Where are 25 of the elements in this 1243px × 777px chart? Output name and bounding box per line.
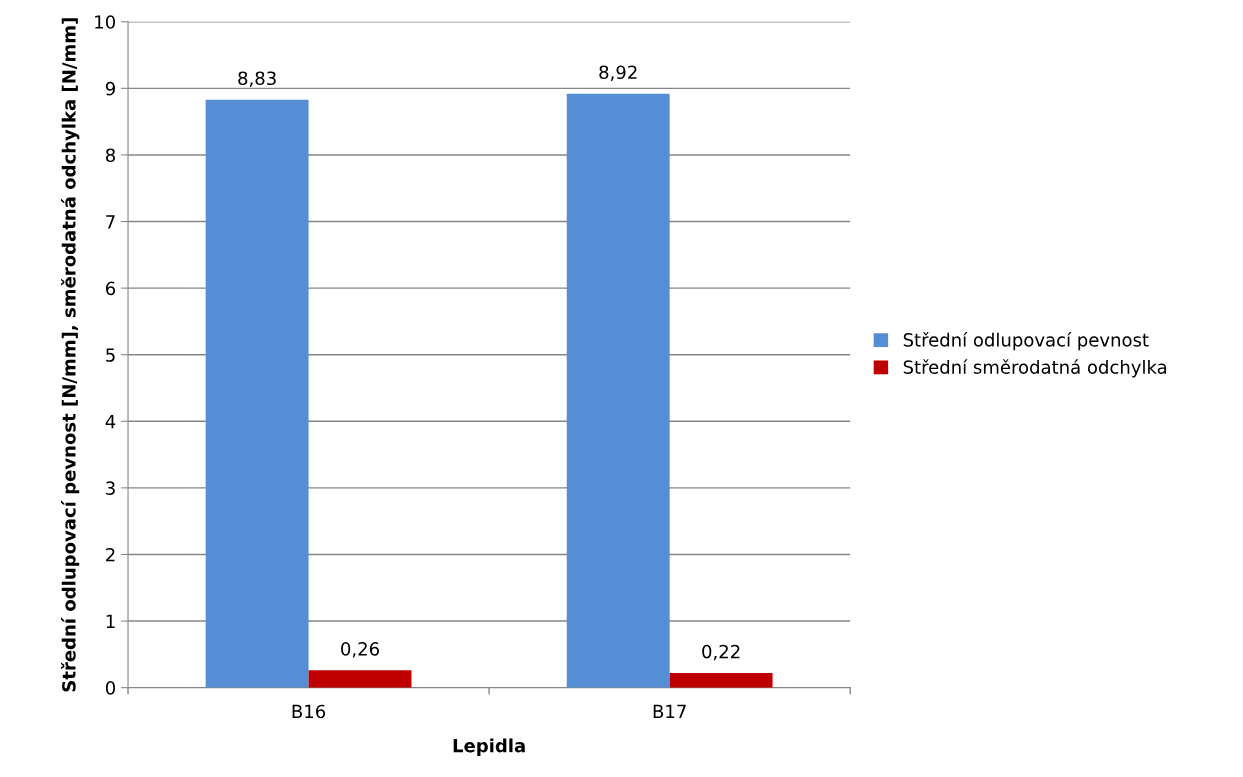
- data-label: 0,22: [702, 644, 740, 661]
- data-label: 0,26: [341, 642, 379, 658]
- y-tick-label: 6: [106, 281, 116, 296]
- y-tick-label: 8: [105, 148, 115, 163]
- y-tick-label: 2: [106, 547, 115, 562]
- y-tick-label: 7: [106, 215, 115, 229]
- bar: [669, 673, 773, 688]
- y-tick-label: 10: [95, 15, 116, 29]
- x-tick-label: B17: [653, 704, 686, 719]
- legend-label: Střední směrodatná odchylka: [903, 359, 1167, 378]
- y-tick-label: 1: [106, 614, 115, 628]
- y-tick-label: 4: [105, 414, 116, 429]
- x-axis-title: Lepidla: [453, 738, 525, 756]
- y-tick-label: 5: [106, 348, 115, 362]
- legend-label: Střední odlupovací pevnost: [903, 331, 1149, 351]
- x-tick-label: B16: [292, 704, 326, 719]
- data-label: 8,83: [238, 71, 276, 87]
- bar: [308, 670, 412, 688]
- bar: [205, 99, 309, 688]
- y-tick-label: 0: [105, 681, 116, 695]
- bar: [566, 93, 670, 688]
- y-tick-label: 3: [106, 481, 115, 495]
- y-axis-title: Střední odlupovací pevnost [N/mm], směrodatná odchylka [N/mm]: [61, 18, 80, 692]
- y-tick-label: 9: [105, 81, 115, 96]
- data-label: 8,92: [599, 65, 637, 81]
